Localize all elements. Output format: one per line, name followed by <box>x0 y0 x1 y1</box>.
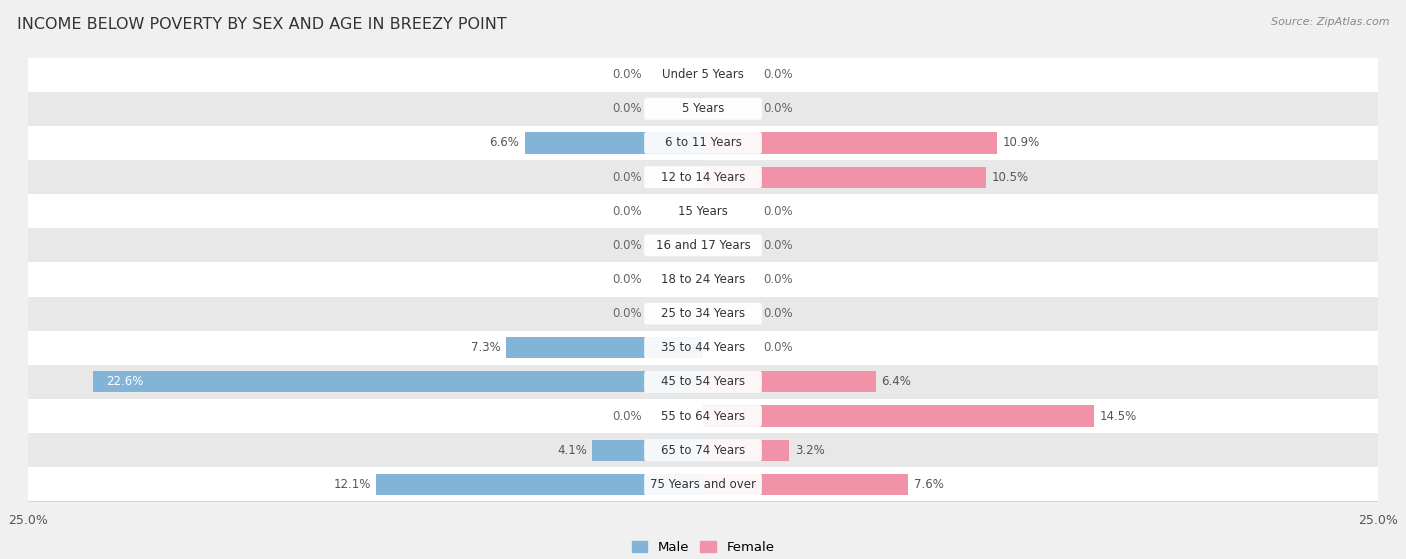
FancyBboxPatch shape <box>644 98 762 120</box>
Text: 6.6%: 6.6% <box>489 136 519 149</box>
Text: 0.0%: 0.0% <box>763 342 793 354</box>
FancyBboxPatch shape <box>644 64 762 86</box>
Text: 15 Years: 15 Years <box>678 205 728 217</box>
Text: 75 Years and over: 75 Years and over <box>650 478 756 491</box>
Text: INCOME BELOW POVERTY BY SEX AND AGE IN BREEZY POINT: INCOME BELOW POVERTY BY SEX AND AGE IN B… <box>17 17 506 32</box>
Text: 10.9%: 10.9% <box>1002 136 1040 149</box>
FancyBboxPatch shape <box>644 200 762 222</box>
Text: 0.0%: 0.0% <box>613 102 643 115</box>
Bar <box>28 262 1378 297</box>
Text: 12.1%: 12.1% <box>333 478 371 491</box>
Text: 16 and 17 Years: 16 and 17 Years <box>655 239 751 252</box>
FancyBboxPatch shape <box>644 473 762 495</box>
Text: 3.2%: 3.2% <box>794 444 824 457</box>
Bar <box>703 371 876 392</box>
Bar <box>28 228 1378 262</box>
Text: 0.0%: 0.0% <box>613 273 643 286</box>
Bar <box>28 365 1378 399</box>
Bar <box>703 167 987 188</box>
Text: 7.6%: 7.6% <box>914 478 943 491</box>
Text: 22.6%: 22.6% <box>107 376 143 389</box>
FancyBboxPatch shape <box>644 132 762 154</box>
Text: 0.0%: 0.0% <box>613 68 643 81</box>
Text: 12 to 14 Years: 12 to 14 Years <box>661 170 745 183</box>
Text: 6 to 11 Years: 6 to 11 Years <box>665 136 741 149</box>
Text: 10.5%: 10.5% <box>991 170 1029 183</box>
Legend: Male, Female: Male, Female <box>626 536 780 559</box>
Text: 0.0%: 0.0% <box>613 307 643 320</box>
Bar <box>703 473 908 495</box>
Text: 25 to 34 Years: 25 to 34 Years <box>661 307 745 320</box>
Text: 0.0%: 0.0% <box>763 273 793 286</box>
Text: 0.0%: 0.0% <box>613 205 643 217</box>
Bar <box>703 439 789 461</box>
Bar <box>506 337 703 358</box>
Bar <box>93 371 703 392</box>
Text: 0.0%: 0.0% <box>613 170 643 183</box>
Text: 45 to 54 Years: 45 to 54 Years <box>661 376 745 389</box>
Text: 35 to 44 Years: 35 to 44 Years <box>661 342 745 354</box>
Bar <box>28 194 1378 228</box>
Bar <box>703 405 1094 427</box>
Text: 5 Years: 5 Years <box>682 102 724 115</box>
Text: 6.4%: 6.4% <box>882 376 911 389</box>
Bar <box>592 439 703 461</box>
FancyBboxPatch shape <box>644 337 762 359</box>
FancyBboxPatch shape <box>644 268 762 291</box>
FancyBboxPatch shape <box>644 234 762 256</box>
Text: 0.0%: 0.0% <box>763 102 793 115</box>
Text: Source: ZipAtlas.com: Source: ZipAtlas.com <box>1271 17 1389 27</box>
Text: Under 5 Years: Under 5 Years <box>662 68 744 81</box>
Text: 7.3%: 7.3% <box>471 342 501 354</box>
FancyBboxPatch shape <box>644 439 762 461</box>
Bar <box>28 433 1378 467</box>
FancyBboxPatch shape <box>644 371 762 393</box>
Text: 55 to 64 Years: 55 to 64 Years <box>661 410 745 423</box>
Text: 65 to 74 Years: 65 to 74 Years <box>661 444 745 457</box>
Text: 0.0%: 0.0% <box>613 239 643 252</box>
Bar <box>28 467 1378 501</box>
Bar <box>28 160 1378 194</box>
Bar <box>28 92 1378 126</box>
Text: 0.0%: 0.0% <box>763 239 793 252</box>
FancyBboxPatch shape <box>644 303 762 325</box>
Text: 14.5%: 14.5% <box>1099 410 1137 423</box>
FancyBboxPatch shape <box>644 166 762 188</box>
Text: 0.0%: 0.0% <box>613 410 643 423</box>
Text: 0.0%: 0.0% <box>763 68 793 81</box>
Bar <box>703 132 997 154</box>
Text: 18 to 24 Years: 18 to 24 Years <box>661 273 745 286</box>
Bar <box>524 132 703 154</box>
Bar <box>28 297 1378 331</box>
FancyBboxPatch shape <box>644 405 762 427</box>
Text: 4.1%: 4.1% <box>557 444 586 457</box>
Bar <box>28 331 1378 365</box>
Bar <box>28 126 1378 160</box>
Bar <box>28 58 1378 92</box>
Text: 0.0%: 0.0% <box>763 205 793 217</box>
Text: 0.0%: 0.0% <box>763 307 793 320</box>
Bar <box>377 473 703 495</box>
Bar <box>28 399 1378 433</box>
